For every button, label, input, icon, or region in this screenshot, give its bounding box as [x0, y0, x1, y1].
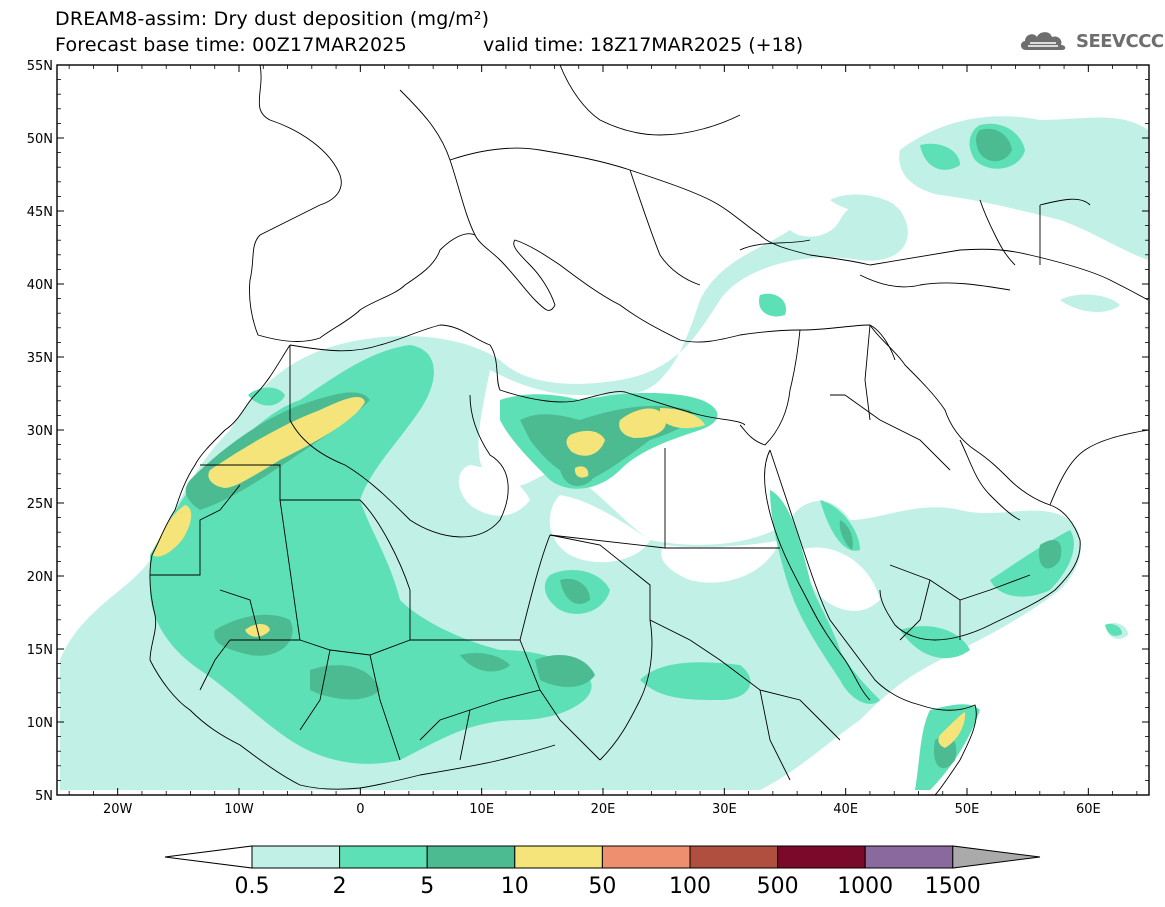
colorbar-label: 10: [501, 874, 529, 899]
lat-label: 55N: [27, 59, 53, 74]
lon-label: 10W: [224, 802, 254, 817]
colorbar-swatch: [689, 845, 779, 869]
cloud-icon: [1020, 32, 1066, 50]
colorbar-over-triangle: [952, 845, 1041, 869]
colorbar-swatch: [339, 845, 428, 869]
lon-label: 60E: [1076, 802, 1101, 817]
lon-label: 20W: [103, 802, 133, 817]
colorbar-label: 500: [757, 874, 799, 899]
colorbar-under-triangle: [164, 845, 253, 869]
colorbar-label: 0.5: [235, 874, 270, 899]
axis-ticks: 20W 10W 0 10E 20E 30E 40E 50E 60E 55N 50N 45N 40N 35N…: [27, 59, 1149, 817]
logo-text: SEEVCCC: [1076, 30, 1164, 52]
coastlines-and-borders: [149, 65, 1149, 795]
lat-label: 45N: [27, 205, 53, 220]
lat-label: 15N: [27, 643, 53, 658]
lat-label: 20N: [27, 570, 53, 585]
colorbar-swatch: [251, 845, 341, 869]
lon-label: 40E: [833, 802, 858, 817]
colorbar-swatch: [864, 845, 954, 869]
lat-label: 40N: [27, 278, 53, 293]
colorbar-label: 50: [588, 874, 616, 899]
lon-label: 20E: [591, 802, 616, 817]
lon-label: 0: [356, 802, 364, 817]
lat-label: 25N: [27, 497, 53, 512]
colorbar: 0.5 2 5 10 50 100 500 1000 1500: [164, 845, 1041, 899]
colorbar-label: 1500: [925, 874, 981, 899]
lon-label: 30E: [712, 802, 737, 817]
seevccc-logo: SEEVCCC: [1018, 28, 1164, 54]
colorbar-swatch: [514, 845, 603, 869]
colorbar-swatch: [601, 845, 691, 869]
lat-label: 35N: [27, 351, 53, 366]
lat-label: 30N: [27, 424, 53, 439]
lat-label: 50N: [27, 132, 53, 147]
lat-label: 5N: [35, 789, 53, 804]
colorbar-swatch: [777, 845, 866, 869]
dust-field: [60, 116, 1148, 791]
colorbar-label: 1000: [837, 874, 893, 899]
map-title: DREAM8-assim: Dry dust deposition (mg/m²…: [55, 8, 490, 30]
forecast-base-time: Forecast base time: 00Z17MAR2025: [55, 34, 407, 56]
lon-label: 10E: [469, 802, 494, 817]
colorbar-swatch: [426, 845, 516, 869]
valid-time: valid time: 18Z17MAR2025 (+18): [483, 34, 804, 56]
lat-label: 10N: [27, 716, 53, 731]
colorbar-label: 2: [333, 874, 347, 899]
colorbar-label: 5: [420, 874, 434, 899]
lon-label: 50E: [955, 802, 980, 817]
colorbar-label: 100: [669, 874, 711, 899]
